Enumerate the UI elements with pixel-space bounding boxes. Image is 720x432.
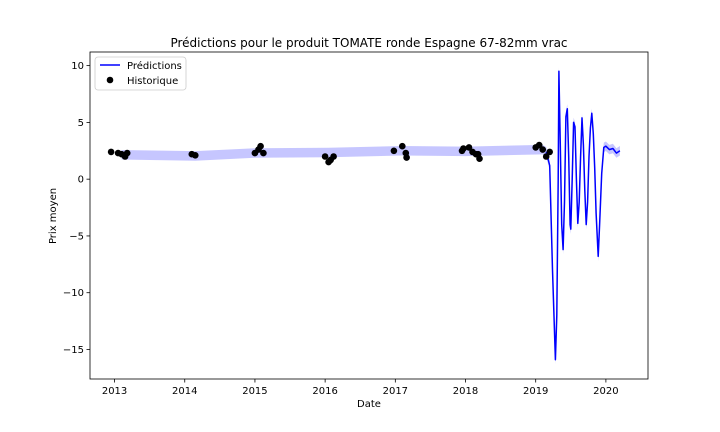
history-point — [321, 153, 329, 160]
y-tick-label: 10 — [71, 61, 84, 72]
y-axis-label: Prix moyen — [48, 188, 59, 244]
x-tick-label: 2018 — [453, 386, 478, 397]
history-point — [542, 153, 550, 160]
x-tick-label: 2020 — [593, 386, 618, 397]
history-point — [546, 148, 553, 156]
axes-frame — [89, 51, 649, 380]
x-tick-label: 2013 — [102, 386, 127, 397]
history-point — [257, 142, 264, 150]
y-tick-label: 0 — [78, 175, 84, 186]
y-tick-label: −15 — [63, 345, 84, 356]
history-point — [460, 145, 467, 152]
legend: Prédictions Historique — [94, 56, 187, 91]
x-tick-label: 2015 — [242, 386, 267, 397]
prediction-line — [545, 70, 621, 361]
legend-entry-history: Historique — [127, 76, 178, 87]
history-point — [476, 155, 483, 162]
legend-entry-predictions: Prédictions — [127, 60, 182, 72]
history-point — [465, 144, 473, 151]
history-dots-layer — [107, 141, 553, 166]
prediction-line-layer — [545, 70, 621, 361]
x-tick-label: 2014 — [172, 386, 197, 397]
history-point — [399, 142, 406, 150]
history-point — [260, 149, 267, 157]
x-tick-label: 2016 — [312, 386, 337, 397]
y-tick-label: −5 — [69, 231, 84, 242]
y-tick-label: 5 — [78, 118, 84, 129]
plot-area — [107, 66, 621, 365]
history-point — [539, 146, 546, 153]
x-tick-label: 2019 — [523, 386, 548, 397]
x-tick-label: 2017 — [383, 386, 408, 397]
history-point — [535, 141, 543, 149]
history-point — [123, 149, 131, 157]
history-point — [192, 152, 199, 159]
y-axis-ticks: 10 5 0 −5 −10 −15 — [63, 61, 90, 356]
legend-dot-swatch — [106, 76, 114, 84]
history-point — [403, 154, 410, 161]
x-axis-label: Date — [357, 399, 381, 410]
history-point — [330, 153, 337, 160]
y-tick-label: −10 — [63, 288, 84, 299]
history-point — [107, 148, 115, 156]
chart-title: Prédictions pour le produit TOMATE ronde… — [170, 36, 567, 50]
history-point — [390, 147, 398, 155]
x-axis-ticks: 2013 2014 2015 2016 2017 2018 2019 2020 — [102, 379, 619, 397]
